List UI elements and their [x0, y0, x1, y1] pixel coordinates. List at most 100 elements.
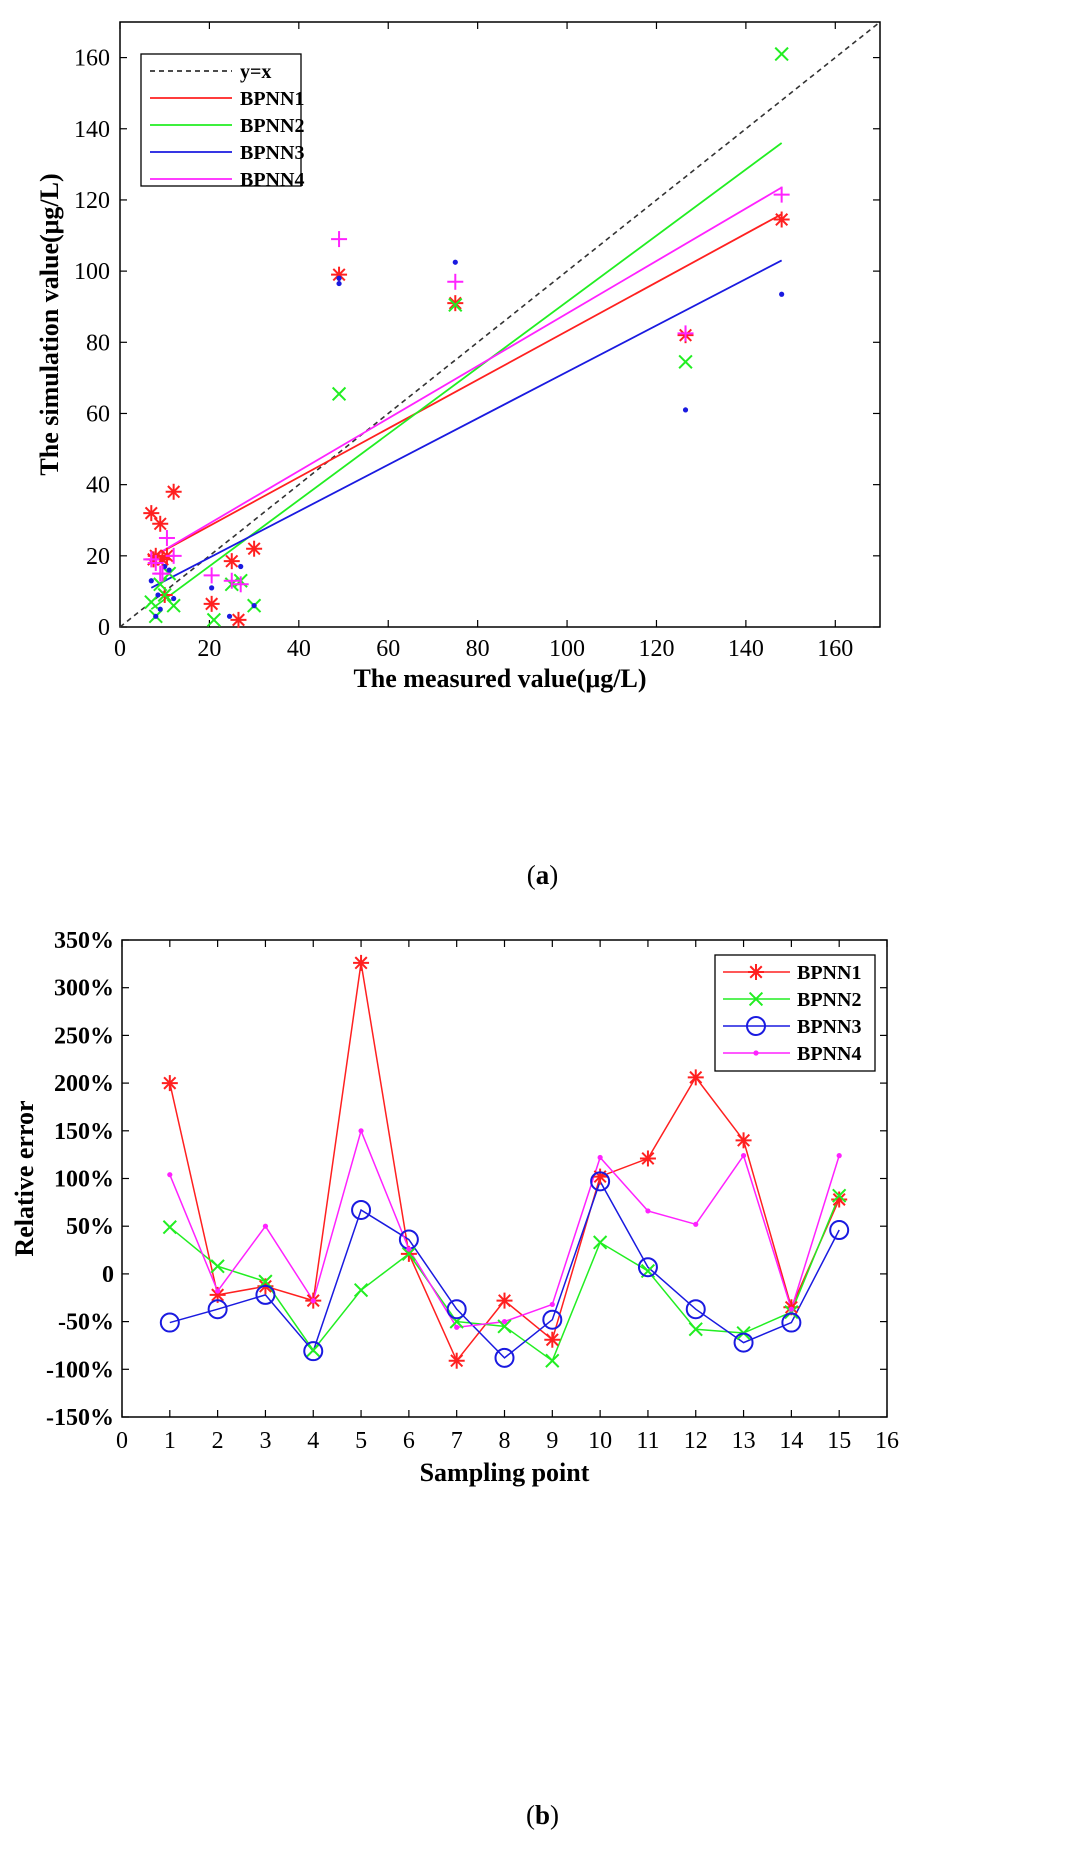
x-tick-label: 0: [116, 1428, 128, 1454]
y-tick-label: 140: [74, 117, 110, 143]
x-tick-label: 13: [732, 1428, 756, 1454]
fit-line-bpnn4: [150, 186, 783, 559]
legend-label: BPNN4: [240, 169, 304, 191]
y-tick-label: 0: [98, 615, 110, 641]
fit-line-bpnn1: [150, 213, 783, 559]
data-point-bpnn2: [774, 46, 789, 62]
x-tick-label: 100: [549, 636, 585, 662]
data-point-bpnn3: [779, 291, 785, 297]
caption-a: (a): [526, 860, 559, 890]
data-point-bpnn2: [144, 594, 159, 610]
data-point-bpnn1: [152, 515, 169, 532]
data-point-bpnn2: [353, 1283, 369, 1298]
y-tick-label: 150%: [54, 1119, 114, 1145]
legend-marker: [753, 1050, 759, 1056]
data-point-bpnn3: [351, 1199, 372, 1220]
data-point-bpnn4: [740, 1153, 747, 1159]
x-tick-label: 5: [355, 1428, 367, 1454]
data-point-bpnn3: [209, 585, 215, 591]
data-point-bpnn4: [836, 1153, 842, 1159]
data-point-bpnn4: [215, 1288, 221, 1294]
data-point-bpnn2: [497, 1319, 512, 1334]
y-tick-label: 50%: [66, 1214, 114, 1240]
y-tick-label: 160: [74, 46, 110, 72]
data-point-bpnn4: [406, 1246, 412, 1252]
x-tick-label: 80: [466, 636, 490, 662]
data-point-bpnn3: [251, 603, 257, 609]
data-point-bpnn2: [157, 587, 172, 603]
y-tick-label: -100%: [46, 1357, 114, 1383]
data-point-bpnn1: [639, 1150, 656, 1167]
data-point-bpnn3: [494, 1347, 515, 1368]
data-point-bpnn3: [446, 1299, 467, 1320]
data-point-bpnn3: [148, 578, 154, 584]
data-point-bpnn4: [232, 576, 249, 593]
line-chart: 0 1 2 3 4 5 6 7 8 9 10 11 12 13 14 15 16-150%-100%-50%05…: [10, 930, 899, 1487]
y-tick-label: -150%: [46, 1405, 114, 1431]
y-tick-label: 40: [86, 473, 110, 499]
legend-label: BPNN1: [797, 962, 861, 984]
data-point-bpnn2: [448, 297, 463, 313]
y-axis-label: Relative error: [10, 1100, 39, 1256]
data-point-bpnn4: [203, 567, 220, 584]
data-point-bpnn1: [165, 483, 182, 500]
x-tick-label: 2: [212, 1428, 224, 1454]
data-point-bpnn2: [401, 1246, 416, 1261]
x-tick-label: 16: [875, 1428, 899, 1454]
data-point-bpnn2: [306, 1343, 321, 1358]
data-point-bpnn3: [637, 1257, 658, 1278]
x-tick-label: 9: [546, 1428, 558, 1454]
data-point-bpnn1: [223, 553, 240, 570]
x-tick-label: 40: [287, 636, 311, 662]
legend-label: BPNN4: [797, 1043, 861, 1065]
y-tick-label: 250%: [54, 1023, 114, 1049]
data-point-bpnn2: [153, 577, 168, 592]
legend-label: BPNN2: [240, 115, 304, 137]
data-point-bpnn3: [685, 1299, 706, 1320]
data-point-bpnn3: [829, 1220, 850, 1241]
y-tick-label: 100%: [54, 1167, 114, 1193]
legend-label: BPNN2: [797, 989, 861, 1011]
data-point-bpnn4: [331, 231, 348, 248]
x-tick-label: 60: [376, 636, 400, 662]
data-point-bpnn1: [143, 505, 160, 522]
x-tick-label: 15: [827, 1428, 851, 1454]
data-point-bpnn1: [447, 295, 464, 312]
data-point-bpnn2: [832, 1188, 847, 1203]
fit-line-bpnn3: [150, 259, 783, 589]
data-point-bpnn4: [677, 325, 694, 342]
y-tick-label: -50%: [58, 1310, 114, 1336]
data-point-bpnn2: [784, 1304, 799, 1320]
data-point-bpnn3: [171, 595, 177, 602]
data-point-bpnn1: [831, 1191, 848, 1208]
data-point-bpnn1: [230, 611, 247, 628]
y-tick-label: 60: [86, 401, 110, 427]
data-point-bpnn3: [336, 280, 342, 287]
data-point-bpnn3: [590, 1171, 611, 1192]
data-point-bpnn3: [153, 613, 159, 619]
x-tick-label: 7: [451, 1428, 463, 1454]
data-point-bpnn3: [733, 1332, 754, 1353]
data-point-bpnn4: [158, 530, 175, 547]
x-tick-label: 20: [197, 636, 221, 662]
legend-label: y=x: [240, 61, 271, 83]
legend-box: [140, 53, 302, 187]
data-point-bpnn4: [310, 1298, 316, 1304]
y-tick-label: 120: [74, 188, 110, 214]
y-tick-label: 350%: [54, 930, 114, 954]
x-tick-label: 160: [817, 636, 853, 662]
data-point-bpnn4: [454, 1324, 460, 1330]
data-point-bpnn2: [210, 1259, 225, 1274]
data-point-bpnn3: [207, 1299, 228, 1320]
data-point-bpnn2: [206, 612, 221, 627]
data-point-bpnn1: [544, 1331, 561, 1348]
y-tick-label: 0: [102, 1262, 114, 1288]
x-tick-label: 6: [403, 1428, 415, 1454]
data-point-bpnn2: [593, 1235, 608, 1250]
legend-marker: [748, 991, 764, 1007]
data-point-bpnn3: [336, 275, 342, 281]
data-point-bpnn1: [773, 211, 790, 228]
data-point-bpnn1: [353, 954, 370, 971]
data-point-bpnn2: [166, 598, 181, 613]
fit-line-bpnn2: [150, 142, 783, 610]
